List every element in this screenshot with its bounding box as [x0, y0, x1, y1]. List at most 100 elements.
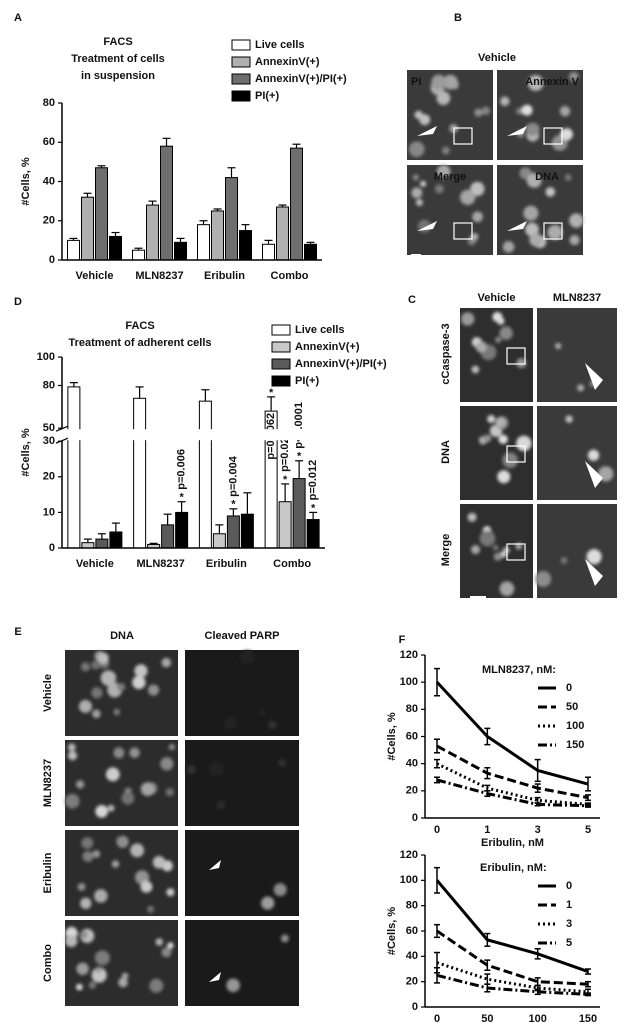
highlight-box	[453, 127, 473, 145]
cell	[495, 417, 506, 428]
cells	[223, 650, 277, 730]
bar	[304, 243, 317, 261]
series-line	[436, 961, 589, 994]
legend-label: 1	[566, 899, 572, 911]
bar	[161, 524, 175, 549]
cell	[94, 950, 110, 966]
x-tick-label: 0	[434, 1013, 440, 1025]
legend-label: Live cells	[295, 324, 345, 336]
x-tick-label: MLN8237	[136, 558, 184, 570]
y-tick-label: 0	[412, 1001, 418, 1013]
legend-label: 3	[566, 918, 572, 930]
y-tick-label: 100	[400, 874, 418, 886]
x-tick-label: 0	[434, 824, 440, 836]
cell	[278, 759, 287, 767]
bar	[160, 145, 173, 261]
cell	[155, 938, 164, 946]
axis-break-mark	[55, 437, 69, 444]
cell	[502, 452, 518, 469]
series-line	[436, 744, 589, 800]
cell	[502, 546, 510, 554]
legend-title: MLN8237, nM:	[482, 664, 556, 676]
bar	[133, 397, 147, 549]
cell	[431, 74, 447, 90]
cell	[529, 233, 543, 247]
cell	[259, 709, 266, 717]
cell	[495, 336, 502, 343]
legend-swatch	[271, 358, 291, 370]
image-title: Vehicle	[478, 52, 516, 64]
micrograph	[537, 308, 617, 402]
cell	[483, 434, 492, 443]
micrograph	[185, 920, 299, 1006]
cell	[526, 172, 542, 188]
cell	[166, 888, 175, 897]
highlight-box	[506, 347, 526, 365]
bar	[81, 196, 94, 261]
chart-subtitle: Treatment of cells	[71, 53, 165, 65]
y-tick-label: 40	[43, 175, 55, 187]
y-axis-label: #Cells, %	[386, 712, 398, 761]
cell	[67, 743, 76, 752]
y-axis-label: #Cells, %	[20, 157, 32, 206]
row-label: Eribulin	[42, 852, 54, 893]
cell	[226, 978, 241, 993]
cell	[273, 883, 287, 897]
cell	[497, 470, 511, 484]
y-tick-label: 0	[412, 812, 418, 824]
cell	[436, 91, 451, 106]
legend-swatch	[271, 324, 291, 336]
p-value-label: p=0.02	[279, 437, 291, 472]
bar	[67, 239, 80, 261]
y-tick-label: 80	[43, 97, 55, 109]
legend-swatch	[271, 341, 291, 353]
axis-break-mark	[55, 425, 69, 432]
column-header: Cleaved PARP	[205, 630, 280, 642]
legend-label: AnnexinV(+)	[295, 341, 360, 353]
legend-title: Eribulin, nM:	[480, 862, 547, 874]
legend-swatch	[231, 90, 251, 102]
cell	[65, 934, 78, 948]
micrograph	[65, 650, 178, 736]
y-axis-label: #Cells, %	[386, 907, 398, 956]
cell	[481, 106, 491, 115]
cells	[460, 311, 527, 374]
row-label: Combo	[42, 944, 54, 982]
column-header: Vehicle	[478, 292, 516, 304]
series-line	[436, 973, 589, 996]
legend-label: 50	[566, 701, 578, 713]
cell	[492, 544, 499, 551]
cell	[223, 716, 237, 730]
significance-star: *	[297, 451, 302, 463]
cell	[76, 962, 89, 976]
cell	[268, 720, 277, 730]
y-tick-label: 100	[37, 351, 55, 363]
cell	[113, 747, 125, 759]
cell	[569, 235, 580, 246]
y-axis-label: #Cells, %	[20, 428, 32, 477]
cells	[408, 74, 491, 158]
x-tick-label: 100	[528, 1013, 546, 1025]
cell	[140, 880, 153, 893]
cell	[95, 805, 108, 818]
cell	[146, 905, 155, 913]
cells	[65, 926, 174, 993]
cell	[521, 104, 533, 116]
cell	[76, 983, 83, 991]
row-label: DNA	[440, 440, 452, 464]
legend-label: Live cells	[255, 39, 305, 51]
series-line	[436, 929, 589, 986]
legend-swatch	[231, 56, 251, 68]
arrowhead	[417, 221, 437, 231]
cell	[132, 675, 146, 690]
cell	[80, 662, 91, 672]
bar	[278, 501, 292, 549]
cell	[569, 213, 584, 228]
bar	[109, 531, 123, 549]
scale-bar	[470, 596, 486, 599]
y-tick-label: 80	[406, 703, 418, 715]
micrograph	[407, 165, 493, 255]
cell	[565, 415, 573, 423]
row-label: MLN8237	[42, 759, 54, 807]
